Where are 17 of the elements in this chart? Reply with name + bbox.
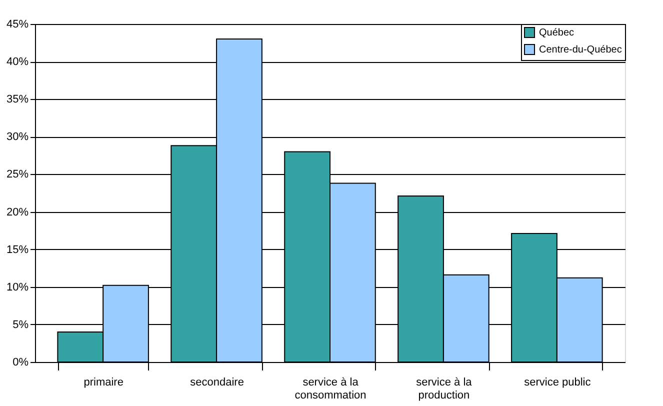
y-tick-label: 20% (6, 206, 29, 218)
y-tick-label: 5% (12, 318, 29, 331)
x-tick-label: service public (524, 376, 592, 388)
y-tick-label: 10% (6, 281, 29, 294)
y-tick-label: 45% (6, 18, 29, 30)
x-tick-label: primaire (84, 376, 124, 388)
legend-label: Québec (539, 28, 574, 38)
y-tick-label: 40% (6, 56, 29, 68)
x-tick-label: service à la consommation (294, 376, 366, 402)
y-tick-label: 15% (6, 244, 29, 256)
x-tick-label: secondaire (190, 376, 244, 388)
y-tick-label: 25% (6, 168, 29, 181)
x-tick-label: service à la production (416, 376, 473, 402)
y-tick-label: 0% (12, 356, 29, 368)
y-tick-label: 35% (6, 94, 29, 106)
y-tick-label: 30% (6, 131, 29, 144)
legend-label: Centre-du-Québec (539, 44, 622, 56)
